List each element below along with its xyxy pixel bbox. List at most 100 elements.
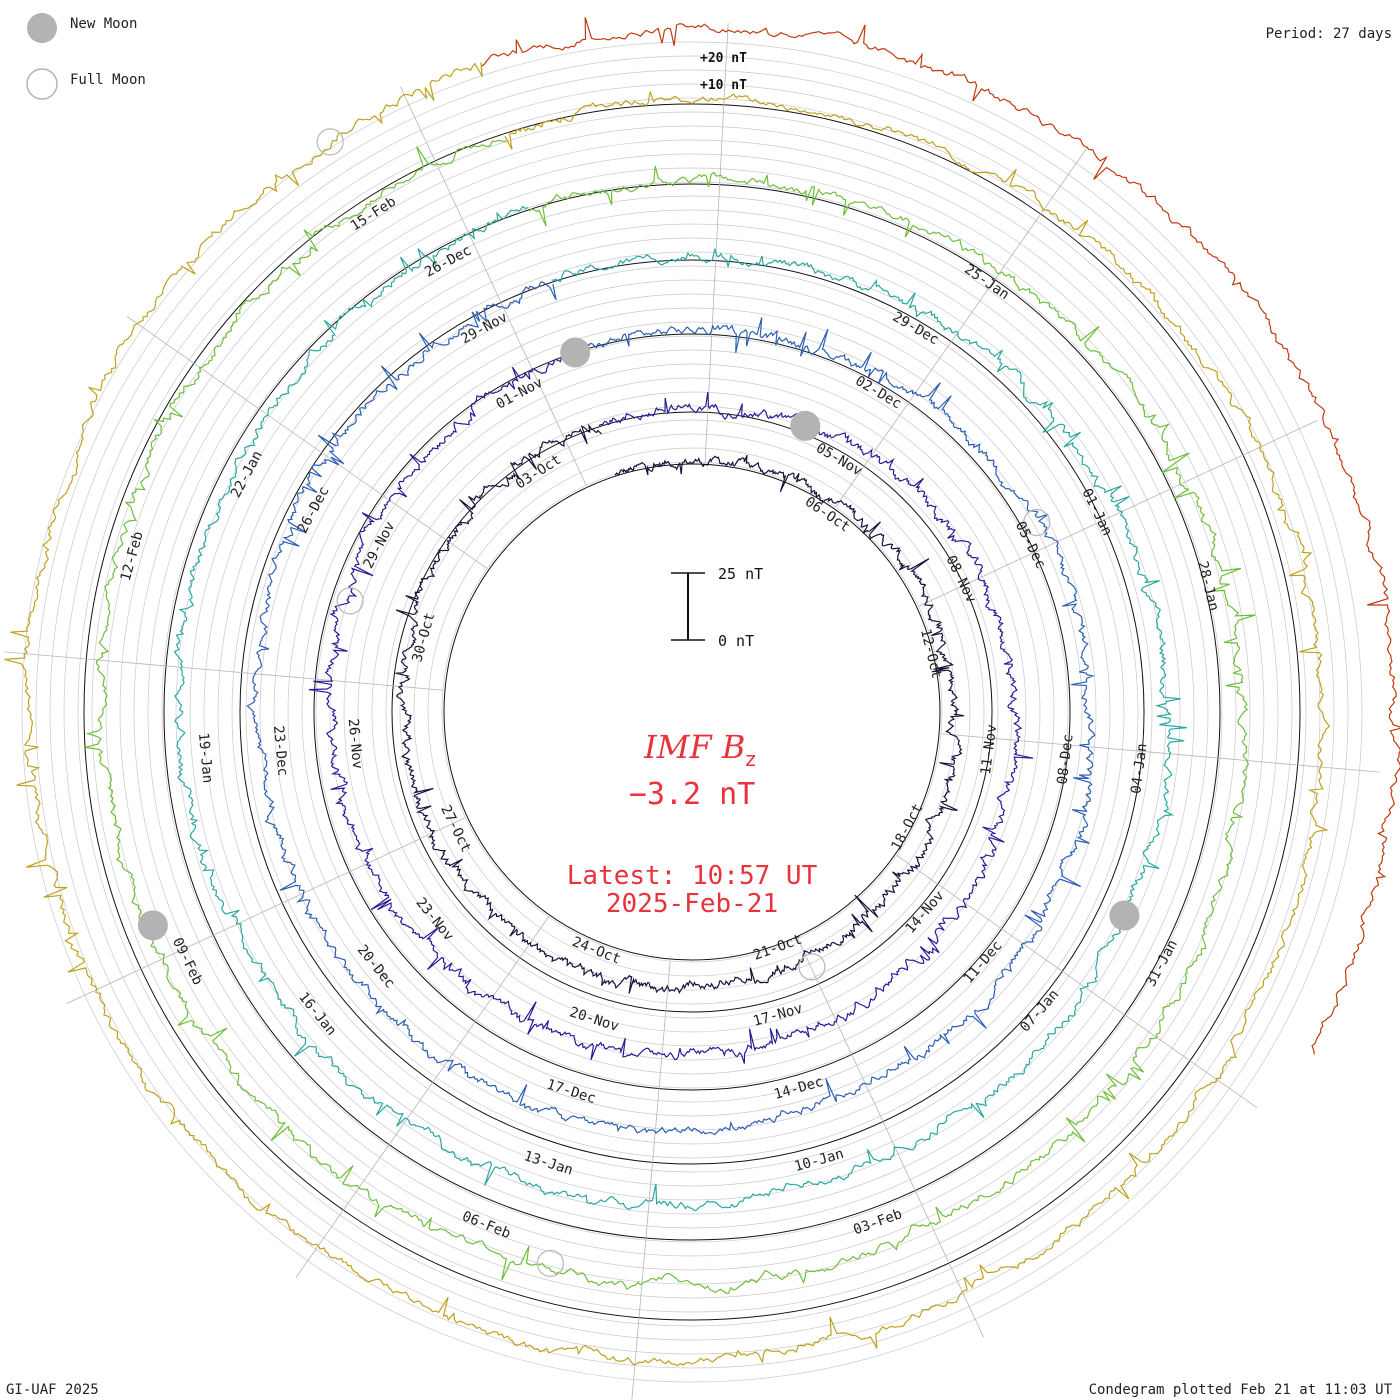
date-label: 03-Oct (513, 452, 564, 493)
grid-ring (343, 363, 1041, 1061)
new-moon-legend-icon (27, 13, 57, 43)
spoke-3 (918, 420, 1318, 607)
baseline-ring-5 (163, 183, 1221, 1241)
new-moon-icon (1109, 900, 1140, 931)
date-label: 16-Jan (295, 989, 339, 1038)
spoke-1 (704, 22, 729, 463)
date-label: 11-Nov (978, 724, 1000, 776)
bz-value: −3.2 nT (629, 777, 755, 812)
date-label: 08-Dec (1054, 733, 1076, 785)
date-label: 17-Nov (751, 1001, 804, 1030)
spoke-9 (66, 817, 466, 1004)
grid-ring (175, 195, 1209, 1229)
full-moon-icon (316, 128, 344, 156)
date-label: 14-Dec (772, 1074, 825, 1103)
full-moon-legend-label: Full Moon (70, 72, 146, 88)
scale-top-label: 25 nT (718, 565, 763, 583)
latest-date: 2025-Feb-21 (606, 889, 778, 919)
date-label: 02-Dec (852, 373, 904, 412)
spoke-12 (400, 86, 587, 486)
new-moon-icon (137, 910, 168, 941)
spoke-5 (896, 855, 1258, 1109)
grid-ring (119, 139, 1265, 1285)
date-label: 12-Feb (118, 530, 147, 583)
spoke-6 (797, 938, 984, 1338)
grid-ring (413, 433, 971, 991)
grid-ring (217, 237, 1167, 1187)
baseline-ring-2 (391, 411, 993, 1013)
grid-ring (357, 377, 1027, 1047)
full-moon-icon (1023, 508, 1051, 537)
spoke-2 (835, 146, 1089, 508)
date-label: 18-Oct (888, 801, 926, 853)
date-label: 26-Dec (295, 484, 333, 536)
date-label: 06-Feb (460, 1208, 513, 1242)
grid-ring (91, 111, 1293, 1313)
date-label: 21-Oct (751, 931, 804, 963)
full-moon-legend-icon (26, 68, 58, 100)
grid-ring (77, 97, 1307, 1327)
center-title: IMF Bz (643, 728, 756, 771)
baseline-ring-4 (239, 259, 1145, 1165)
date-label: 25-Jan (961, 261, 1012, 303)
trace-rotation-7 (481, 17, 1400, 1055)
grid-ring (189, 209, 1195, 1215)
baseline-ring-3 (313, 333, 1071, 1091)
grid-ring (231, 251, 1153, 1173)
spoke-8 (295, 916, 549, 1278)
date-label: 26-Nov (345, 718, 366, 770)
date-label: 17-Dec (545, 1077, 598, 1108)
grid-ring (133, 153, 1251, 1271)
trace-rotation-4 (173, 205, 1187, 1212)
ring-label-10nT: +10 nT (700, 78, 747, 93)
trace-rotation-3 (246, 280, 1096, 1136)
grid-ring (287, 307, 1097, 1117)
new-moon-icon (790, 410, 821, 441)
spoke-4 (941, 733, 1380, 773)
grid-ring (161, 181, 1223, 1243)
date-label: 09-Feb (169, 935, 206, 987)
date-label: 19-Jan (195, 732, 216, 784)
new-moon-legend-label: New Moon (70, 16, 137, 32)
latest-time: Latest: 10:57 UT (567, 861, 818, 891)
trace-rotation-2 (308, 347, 1034, 1064)
date-label: 03-Feb (851, 1206, 904, 1238)
full-moon-icon (336, 587, 364, 615)
scale-bottom-label: 0 nT (718, 632, 754, 650)
grid-ring (371, 391, 1013, 1033)
date-label: 05-Dec (1012, 519, 1049, 571)
ring-grid (21, 41, 1363, 1383)
date-label: 05-Nov (813, 440, 865, 479)
grid-ring (399, 419, 985, 1005)
full-moon-icon (536, 1249, 565, 1278)
scale-bar (671, 572, 705, 641)
footer-credit: GI-UAF 2025 (6, 1382, 99, 1398)
grid-ring (245, 265, 1139, 1159)
date-label: 20-Nov (568, 1004, 621, 1035)
grid-ring (35, 55, 1349, 1369)
date-label: 01-Nov (494, 375, 546, 413)
grid-ring (273, 293, 1111, 1131)
full-moon-icon (798, 953, 826, 981)
grid-ring (147, 167, 1237, 1257)
grid-ring (259, 279, 1125, 1145)
bz-traces (4, 17, 1400, 1367)
spoke-11 (126, 315, 488, 569)
grid-ring (49, 69, 1335, 1355)
date-label: 23-Dec (270, 725, 291, 777)
date-label: 27-Oct (437, 803, 474, 855)
footer-plotted-time: Condegram plotted Feb 21 at 11:03 UT (1089, 1382, 1393, 1398)
trace-rotation-1 (395, 423, 965, 995)
spoke-10 (4, 651, 443, 691)
date-label: 15-Feb (348, 194, 399, 235)
grid-ring (329, 349, 1055, 1075)
grid-ring (21, 41, 1363, 1383)
date-label: 31-Jan (1143, 937, 1181, 989)
date-label: 11-Dec (961, 938, 1006, 987)
date-label: 29-Nov (458, 309, 510, 347)
grid-ring (63, 83, 1321, 1341)
moon-phase-markers (137, 128, 1140, 1278)
new-moon-icon (560, 337, 591, 368)
radial-spokes (4, 22, 1380, 1400)
